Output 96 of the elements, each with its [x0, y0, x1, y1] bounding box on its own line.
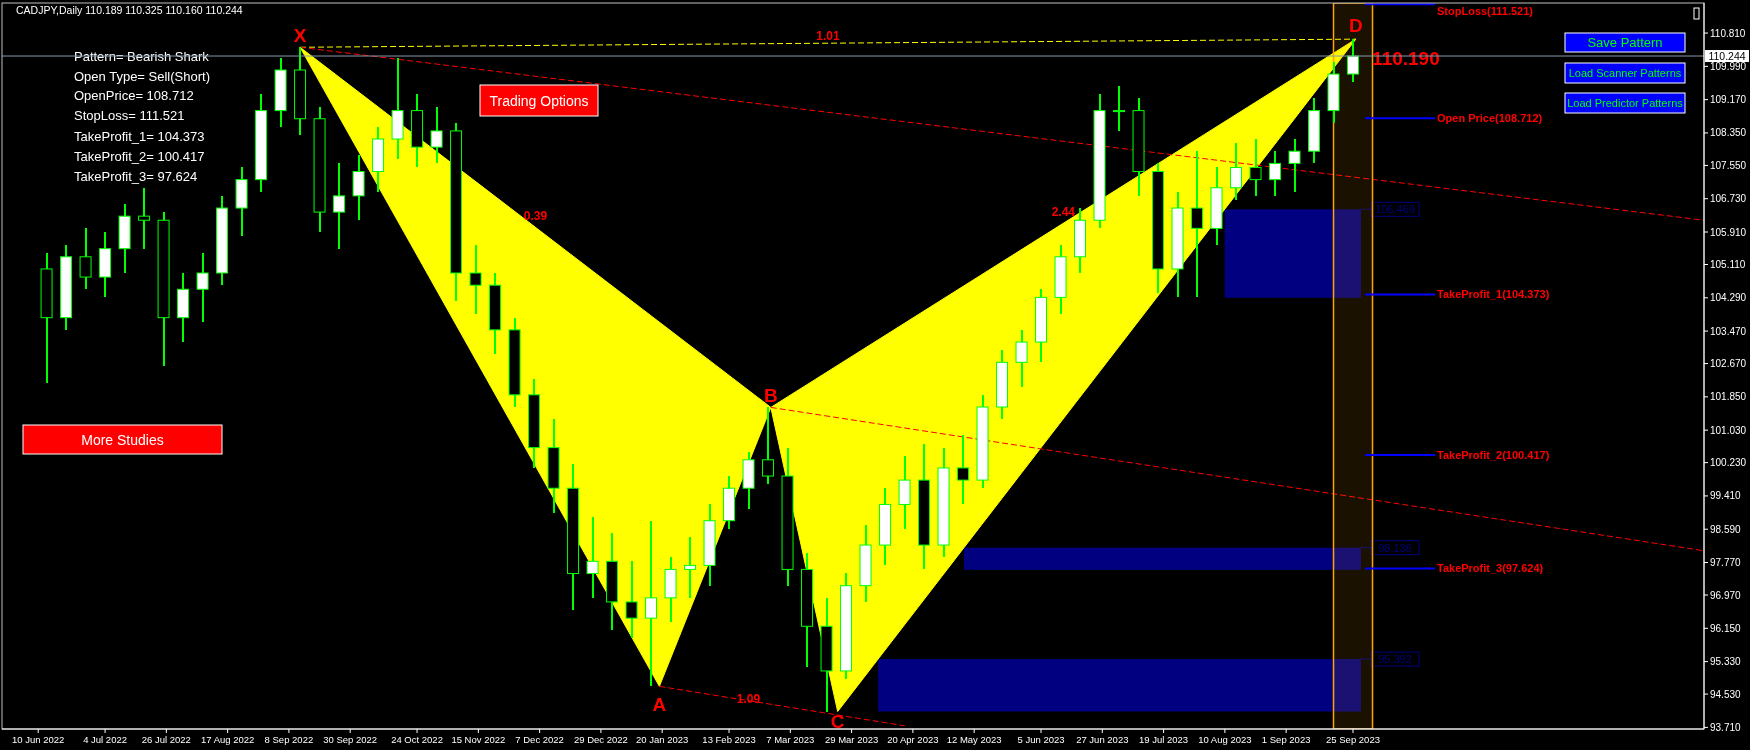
- y-tick-label: 105.110: [1710, 258, 1746, 270]
- ref-line-label: TakeProfit_2(100.417): [1437, 449, 1550, 462]
- x-tick-label: 26 Jul 2022: [141, 734, 191, 745]
- candlestick: [684, 535, 697, 599]
- annotation: TakeProfit_3= 97.624: [74, 169, 198, 184]
- annotation: C: [830, 711, 845, 733]
- ref-line-label: TakeProfit_1(104.373): [1437, 288, 1550, 301]
- x-tick-label: 7 Dec 2022: [515, 734, 564, 745]
- y-tick-label: 96.970: [1710, 589, 1742, 601]
- candlestick: [625, 560, 638, 640]
- x-tick-label: 5 Jun 2023: [1017, 734, 1065, 745]
- x-tick-label: 19 Jul 2023: [1139, 734, 1189, 745]
- candlestick: [1249, 138, 1262, 197]
- x-tick-label: 30 Sep 2022: [323, 734, 378, 745]
- band-label: 106.469: [1375, 203, 1415, 216]
- candlestick: [138, 186, 151, 250]
- x-tick-label: 10 Jun 2022: [12, 734, 65, 745]
- candlestick: [586, 515, 599, 599]
- annotation: Save Pattern: [1587, 35, 1663, 51]
- y-tick-label: 94.530: [1710, 688, 1742, 700]
- x-tick-label: 20 Apr 2023: [887, 734, 939, 745]
- annotation: X: [293, 25, 307, 47]
- annotation: Trading Options: [489, 92, 589, 109]
- y-tick-label: 108.350: [1710, 127, 1747, 139]
- x-tick-label: 13 Feb 2023: [702, 734, 756, 745]
- y-tick-label: 98.590: [1710, 523, 1742, 535]
- x-tick-label: 1 Sep 2023: [1261, 734, 1311, 745]
- annotation: TakeProfit_1= 104.373: [74, 129, 205, 144]
- candlestick: [469, 243, 482, 315]
- y-tick-label: 109.990: [1710, 60, 1747, 72]
- x-tick-label: 20 Jan 2023: [636, 734, 689, 745]
- candlestick: [1347, 38, 1360, 84]
- ref-line-label: TakeProfit_3(97.624): [1437, 562, 1544, 575]
- annotation: 110.190: [1372, 48, 1440, 70]
- y-tick-label: 101.030: [1710, 424, 1747, 436]
- x-tick-label: 10 Aug 2023: [1198, 734, 1252, 745]
- y-tick-label: 96.150: [1710, 622, 1742, 634]
- x-tick-label: 29 Dec 2022: [573, 734, 628, 745]
- x-tick-label: 12 May 2023: [946, 734, 1002, 745]
- candlestick: [79, 227, 92, 291]
- x-tick-label: 24 Oct 2022: [391, 734, 443, 745]
- ref-line-label: Open Price(108.712): [1437, 112, 1543, 125]
- candlestick: [333, 162, 346, 250]
- y-tick-label: 101.850: [1710, 391, 1747, 403]
- candlestick: [1269, 150, 1282, 197]
- candlestick: [1113, 85, 1126, 132]
- annotation: More Studies: [81, 431, 164, 448]
- y-tick-label: 104.290: [1710, 292, 1747, 304]
- candlestick: [430, 105, 443, 165]
- x-tick-label: 8 Sep 2022: [264, 734, 314, 745]
- annotation: Load Predictor Patterns: [1567, 96, 1684, 109]
- candlestick: [1191, 150, 1204, 299]
- annotation: 2.44: [1051, 204, 1076, 219]
- candlestick: [1015, 328, 1028, 388]
- candlestick: [645, 519, 658, 688]
- annotation: OpenPrice= 108.712: [74, 88, 194, 103]
- annotation: B: [763, 385, 778, 407]
- ref-line-label: 110.244: [1708, 50, 1746, 63]
- x-tick-label: 29 Mar 2023: [824, 734, 879, 745]
- annotation: Pattern= Bearish Shark: [74, 49, 210, 64]
- annotation: TakeProfit_2= 100.417: [74, 149, 205, 164]
- x-tick-label: 25 Sep 2023: [1326, 734, 1380, 745]
- candlestick: [196, 251, 209, 323]
- y-tick-label: 100.230: [1710, 457, 1747, 469]
- y-tick-label: 109.170: [1710, 94, 1747, 106]
- candlestick: [762, 406, 775, 486]
- band-label: 95.392: [1378, 653, 1412, 666]
- y-tick-label: 93.710: [1710, 721, 1742, 733]
- annotation: A: [652, 694, 667, 716]
- y-tick-label: 95.330: [1710, 656, 1742, 668]
- candlestick: [1288, 138, 1301, 193]
- annotation: 1.01: [816, 28, 840, 43]
- y-tick-label: 97.770: [1710, 557, 1742, 569]
- annotation: 1.09: [736, 692, 761, 707]
- x-tick-label: 15 Nov 2022: [451, 734, 506, 745]
- annotation: D: [1348, 14, 1363, 36]
- annotation: Open Type= Sell(Short): [74, 69, 210, 84]
- x-tick-label: 7 Mar 2023: [766, 734, 815, 745]
- y-tick-label: 110.810: [1710, 27, 1746, 39]
- annotation: StopLoss= 111.521: [74, 108, 185, 123]
- y-tick-label: 107.550: [1710, 159, 1747, 171]
- annotation: Load Scanner Patterns: [1568, 66, 1682, 79]
- y-tick-label: 105.910: [1710, 226, 1747, 238]
- y-tick-label: 102.670: [1710, 358, 1747, 370]
- candlestick: [1230, 142, 1243, 201]
- ref-line-label: StopLoss(111.521): [1437, 5, 1534, 17]
- x-tick-label: 17 Aug 2022: [200, 734, 255, 745]
- annotation: 0.39: [523, 208, 548, 223]
- y-tick-label: 99.410: [1710, 490, 1742, 502]
- x-tick-label: 4 Jul 2022: [83, 734, 127, 745]
- candlestick: [957, 434, 970, 506]
- chart-title: CADJPY,Daily 110.189 110.325 110.160 110.244: [16, 4, 243, 16]
- y-tick-label: 106.730: [1710, 193, 1747, 205]
- y-tick-label: 103.470: [1710, 325, 1747, 337]
- band-label: 98.136: [1378, 541, 1412, 554]
- x-tick-label: 27 Jun 2023: [1076, 734, 1129, 745]
